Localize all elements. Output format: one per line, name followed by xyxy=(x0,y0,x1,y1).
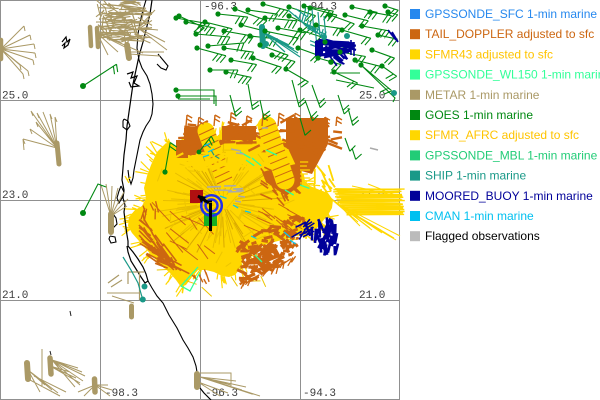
svg-text:SFMR_AFRC adjusted to sfc: SFMR_AFRC adjusted to sfc xyxy=(425,128,579,142)
svg-text:21.0: 21.0 xyxy=(359,290,385,302)
svg-text:CMAN 1-min marine: CMAN 1-min marine xyxy=(425,209,534,223)
svg-text:-94.3: -94.3 xyxy=(303,388,336,400)
svg-text:SFMR43 adjusted to sfc: SFMR43 adjusted to sfc xyxy=(425,47,553,61)
svg-text:GPSSONDE_SFC 1-min marine: GPSSONDE_SFC 1-min marine xyxy=(425,7,597,21)
svg-text:GPSSONDE_WL150 1-min marine: GPSSONDE_WL150 1-min marine xyxy=(425,68,600,82)
svg-text:-96.3: -96.3 xyxy=(205,388,238,400)
svg-text:SHIP 1-min marine: SHIP 1-min marine xyxy=(425,169,526,183)
svg-text:GPSSONDE_MBL 1-min marine: GPSSONDE_MBL 1-min marine xyxy=(425,148,598,162)
svg-text:23.0: 23.0 xyxy=(2,190,28,202)
svg-text:25.0: 25.0 xyxy=(2,91,28,103)
svg-text:TAIL_DOPPLER adjusted to sfc: TAIL_DOPPLER adjusted to sfc xyxy=(425,27,594,41)
svg-text:Flagged observations: Flagged observations xyxy=(425,229,540,243)
svg-text:-96.3: -96.3 xyxy=(204,2,237,14)
svg-text:25.0: 25.0 xyxy=(359,91,385,103)
svg-text:MOORED_BUOY 1-min marine: MOORED_BUOY 1-min marine xyxy=(425,189,593,203)
svg-text:GOES 1-min marine: GOES 1-min marine xyxy=(425,108,533,122)
svg-text:21.0: 21.0 xyxy=(2,290,28,302)
svg-text:-98.3: -98.3 xyxy=(105,388,138,400)
svg-text:METAR 1-min marine: METAR 1-min marine xyxy=(425,88,540,102)
